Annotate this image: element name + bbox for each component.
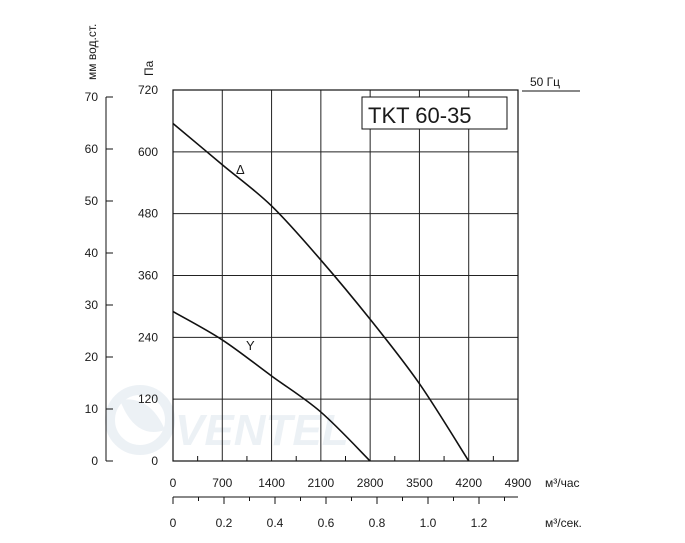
y2-tick-label: 60 — [85, 142, 99, 156]
chart-title: TKT 60-35 — [368, 103, 472, 128]
grid — [105, 90, 518, 462]
curves — [172, 122, 470, 462]
y-tick-label: 0 — [151, 454, 158, 468]
series-line-1 — [172, 310, 371, 462]
title-box — [361, 96, 508, 130]
series-label-y: Y — [246, 338, 255, 353]
x-tick-label: 700 — [212, 476, 232, 490]
y2-tick-label: 40 — [85, 246, 99, 260]
y-tick-label: 720 — [138, 83, 158, 97]
x-tick-label: 2800 — [357, 476, 384, 490]
tick-labels: 0 700 1400 2100 2800 3500 4200 4900012024036048… — [85, 83, 532, 490]
y2-axis-label: мм вод.ст. — [85, 24, 99, 80]
x-axis-label: м³/час — [545, 476, 580, 490]
y-tick-label: 120 — [138, 392, 158, 406]
x2-axis-label: м³/сек. — [545, 516, 582, 530]
x2-tick-label: 1.0 — [420, 516, 437, 530]
y2-tick-label: 10 — [85, 402, 99, 416]
x2-tick-label: 0.6 — [318, 516, 335, 530]
y-tick-label: 360 — [138, 269, 158, 283]
y-axis-label: Па — [142, 60, 156, 76]
x2-axis: 0 0.2 0.4 0.6 0.8 1.0 1.2 — [170, 497, 505, 530]
x2-tick-label: 0.8 — [369, 516, 386, 530]
x-tick-label: 4900 — [505, 476, 532, 490]
x-tick-label: 0 — [170, 476, 177, 490]
y-tick-label: 240 — [138, 330, 158, 344]
y2-tick-label: 70 — [85, 90, 99, 104]
x2-tick-label: 0.4 — [267, 516, 284, 530]
x-tick-label: 3500 — [406, 476, 433, 490]
y2-tick-label: 30 — [85, 298, 99, 312]
y2-tick-label: 0 — [91, 454, 98, 468]
ventel-watermark: VENTEL — [105, 385, 349, 455]
series-label-delta: Δ — [236, 162, 245, 177]
frequency-label: 50 Гц — [530, 75, 560, 89]
x2-tick-label: 0 — [170, 516, 177, 530]
y-tick-label: 480 — [138, 207, 158, 221]
y-tick-label: 600 — [138, 145, 158, 159]
x2-tick-label: 0.2 — [216, 516, 233, 530]
svg-text:VENTEL: VENTEL — [175, 406, 349, 455]
x-tick-label: 4200 — [455, 476, 482, 490]
x-tick-label: 1400 — [258, 476, 285, 490]
y2-tick-label: 20 — [85, 350, 99, 364]
series-line-0 — [172, 122, 470, 462]
x-tick-label: 2100 — [308, 476, 335, 490]
y2-tick-label: 50 — [85, 194, 99, 208]
x2-tick-label: 1.2 — [471, 516, 488, 530]
plot-frame — [172, 89, 519, 462]
